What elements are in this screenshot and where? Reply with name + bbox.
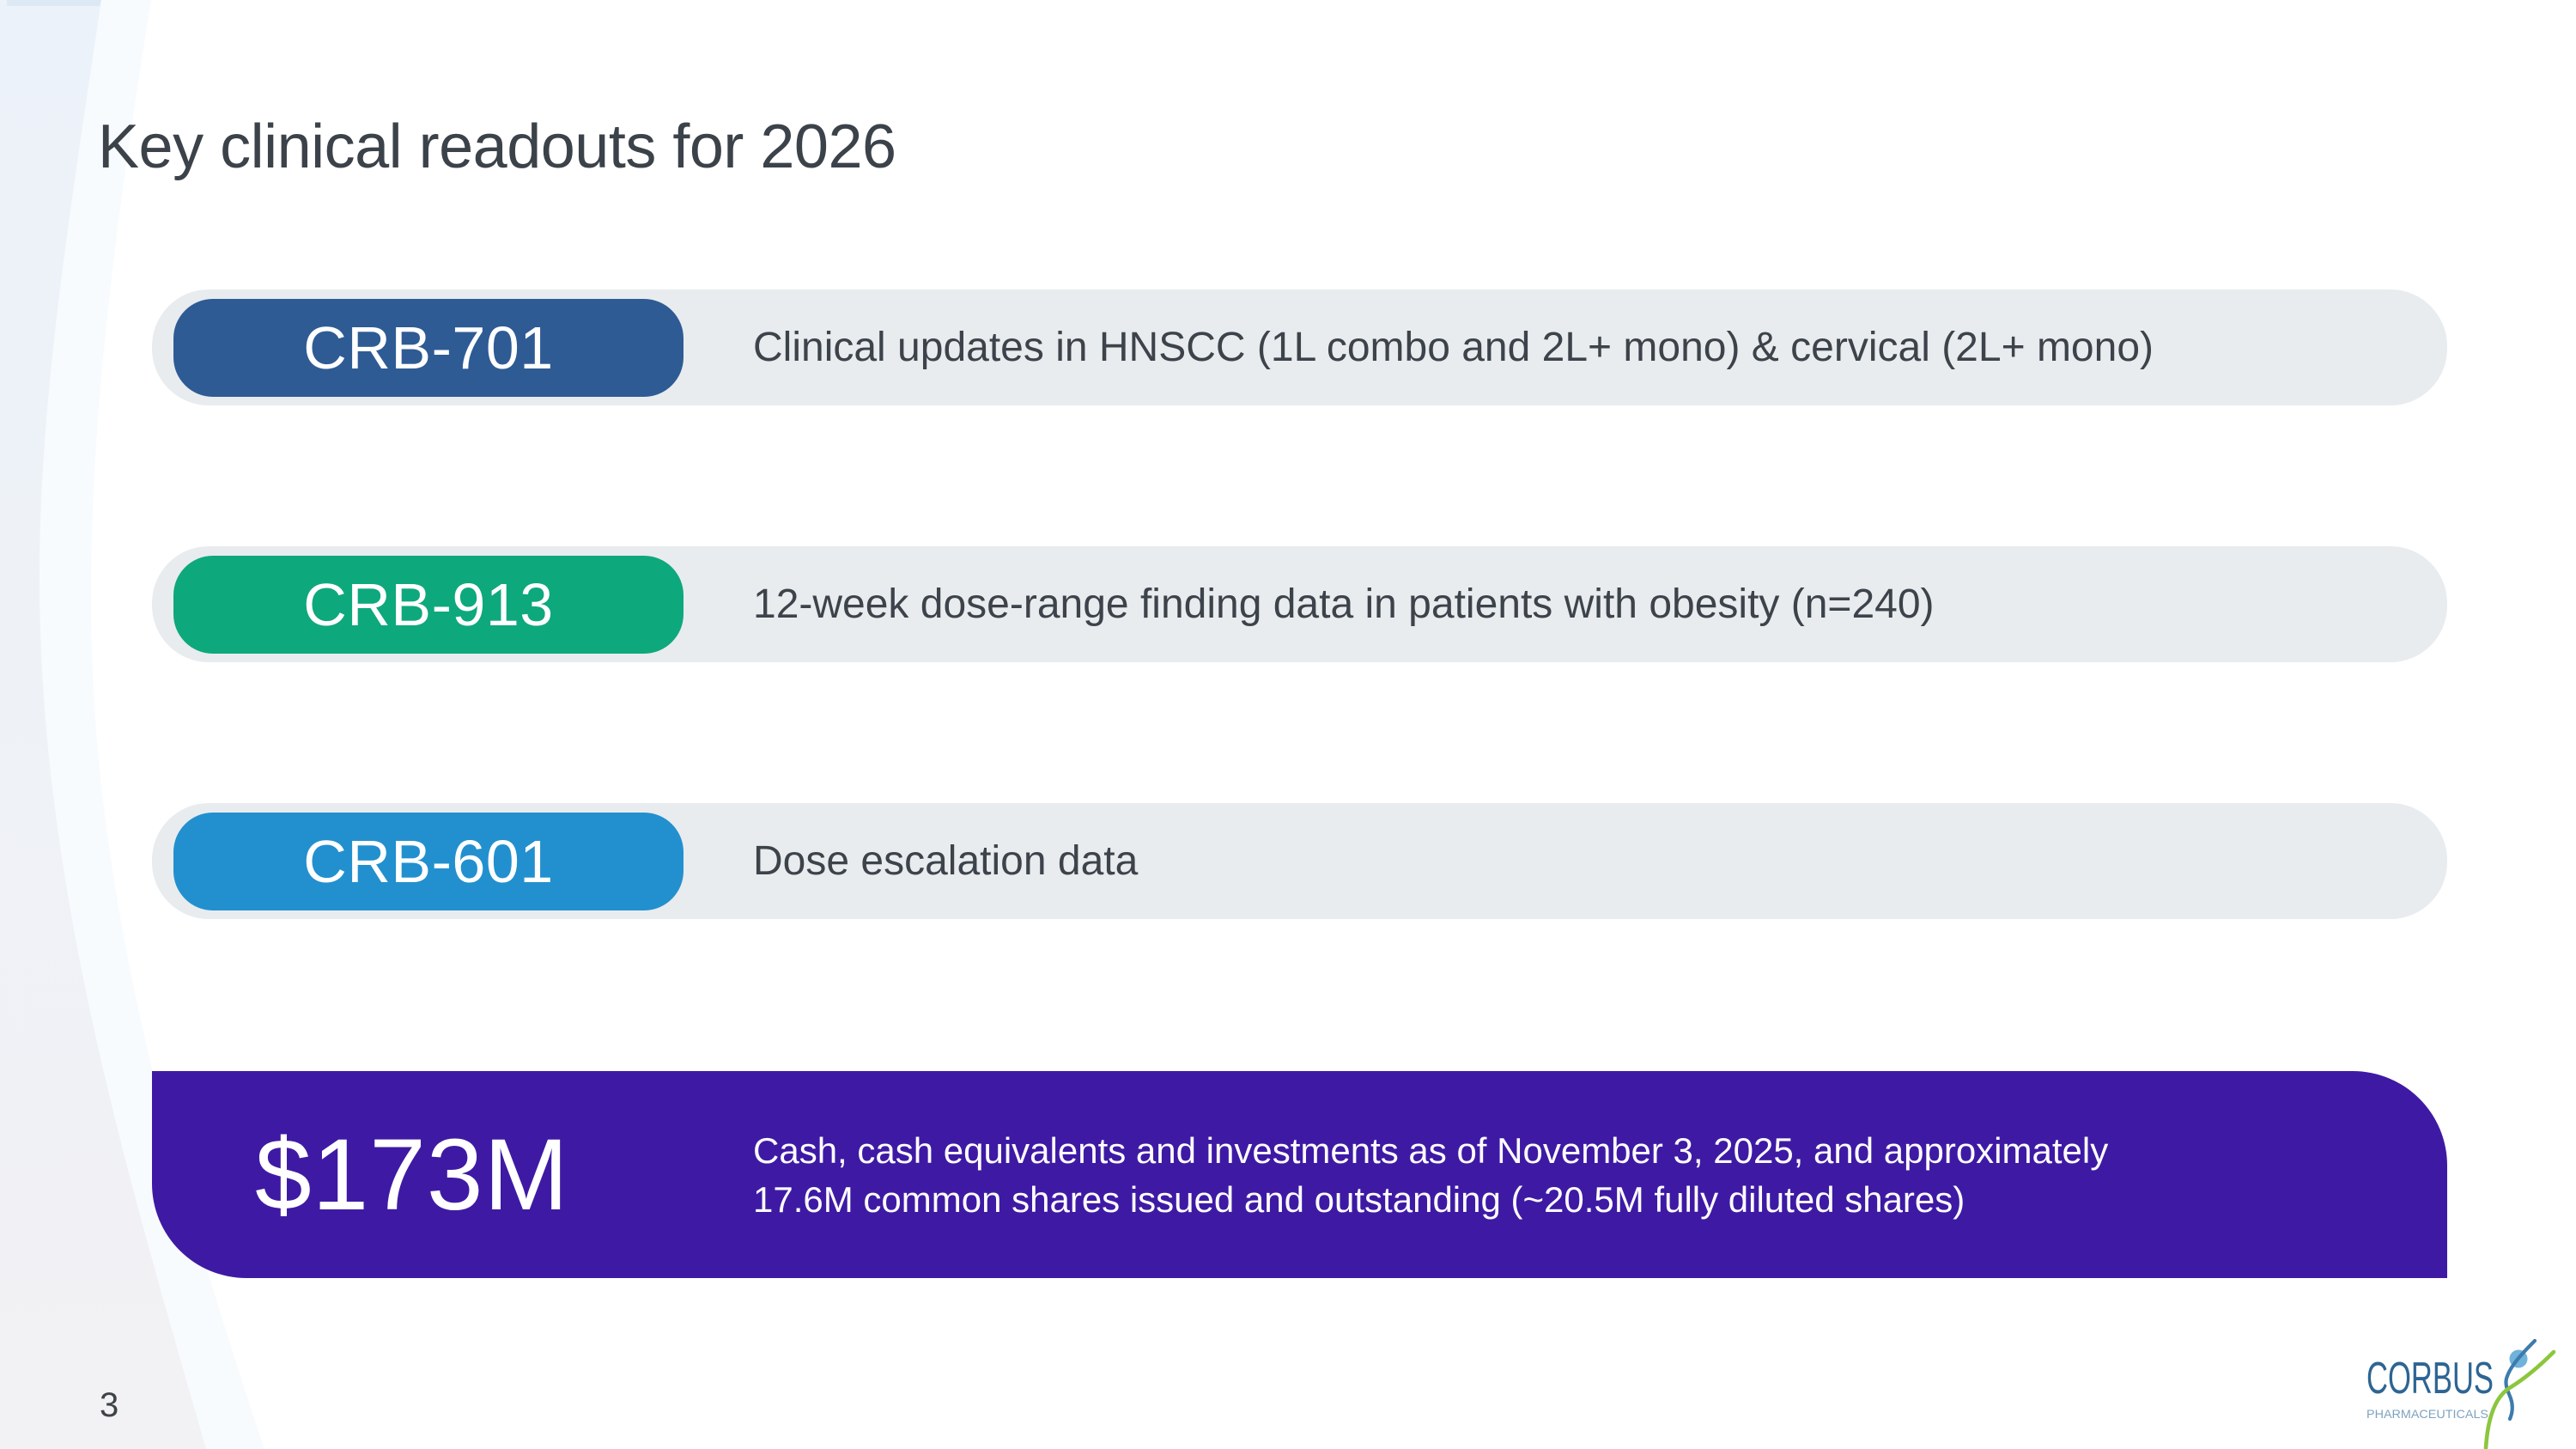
- readout-row-crb-701: CRB-701 Clinical updates in HNSCC (1L co…: [152, 289, 2447, 405]
- cash-description: Cash, cash equivalents and investments a…: [753, 1125, 2108, 1223]
- top-edge-sliver: [7, 0, 101, 6]
- program-pill-crb-601: CRB-601: [173, 813, 683, 910]
- program-pill-crb-913: CRB-913: [173, 556, 683, 654]
- corbus-subtitle: PHARMACEUTICALS: [2366, 1407, 2488, 1421]
- cash-description-line-2: 17.6M common shares issued and outstandi…: [753, 1178, 1965, 1220]
- cash-amount: $173M: [255, 1117, 569, 1232]
- readout-row-crb-913: CRB-913 12-week dose-range finding data …: [152, 546, 2447, 662]
- row-description: Dose escalation data: [753, 838, 1139, 884]
- row-description: 12-week dose-range finding data in patie…: [753, 581, 1935, 627]
- figure-green-curve: [2483, 1349, 2556, 1449]
- page-number: 3: [100, 1386, 119, 1424]
- corbus-logo: CORBUS PHARMACEUTICALS: [2366, 1338, 2556, 1449]
- cash-banner: $173M Cash, cash equivalents and investm…: [152, 1071, 2447, 1278]
- corbus-wordmark: CORBUS: [2366, 1354, 2494, 1403]
- program-pill-crb-701: CRB-701: [173, 299, 683, 397]
- readout-row-crb-601: CRB-601 Dose escalation data: [152, 803, 2447, 919]
- row-description: Clinical updates in HNSCC (1L combo and …: [753, 325, 2154, 370]
- cash-description-line-1: Cash, cash equivalents and investments a…: [753, 1129, 2109, 1171]
- corbus-figure-icon: [2483, 1338, 2556, 1449]
- page-title: Key clinical readouts for 2026: [98, 113, 896, 181]
